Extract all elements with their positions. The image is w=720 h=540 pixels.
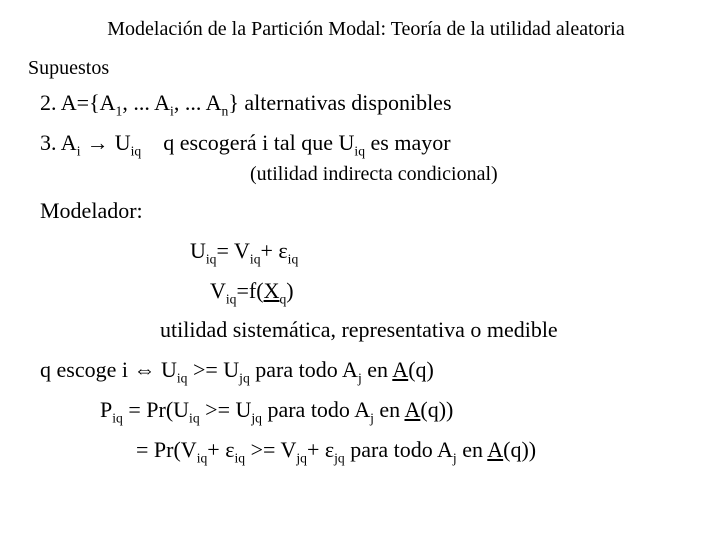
subscript: iq xyxy=(234,450,245,465)
text: para todo A xyxy=(345,437,453,462)
subscript: iq xyxy=(206,251,217,266)
text: U xyxy=(190,238,206,263)
subscript: iq xyxy=(177,371,188,386)
choice-condition: q escoge i ⇔ Uiq >= Ujq para todo Aj en … xyxy=(40,355,692,385)
subscript: iq xyxy=(197,450,208,465)
text: >= U xyxy=(187,357,239,382)
text: >= V xyxy=(245,437,296,462)
text: es mayor xyxy=(365,130,451,155)
subscript: iq xyxy=(288,251,299,266)
text: q escogerá i tal que U xyxy=(141,130,354,155)
subscript: iq xyxy=(354,143,365,158)
assumption-3: 3. Ai → Uiq q escogerá i tal que Uiq es … xyxy=(40,128,692,158)
text: (q)) xyxy=(420,397,453,422)
text: = Pr(U xyxy=(123,397,189,422)
text: , ... A xyxy=(174,90,222,115)
text: (q)) xyxy=(503,437,536,462)
subscript: jq xyxy=(251,410,262,425)
text: 2. A={A xyxy=(40,90,116,115)
equation-uiq: Uiq= Viq+ εiq xyxy=(40,236,692,266)
subscript: iq xyxy=(189,410,200,425)
text: = Pr(V xyxy=(136,437,197,462)
text: =f( xyxy=(237,278,264,303)
double-arrow-icon: ⇔ xyxy=(133,357,155,382)
arrow-icon: → xyxy=(80,130,114,155)
underlined-a: A xyxy=(392,357,408,382)
equation-viq: Viq=f(Xq) xyxy=(40,276,692,306)
text: V xyxy=(210,278,226,303)
subscript: jq xyxy=(334,450,345,465)
text: = V xyxy=(217,238,250,263)
subscript: jq xyxy=(296,450,307,465)
text: ) xyxy=(286,278,293,303)
underlined-a: A xyxy=(404,397,420,422)
slide-content: Modelación de la Partición Modal: Teoría… xyxy=(0,0,720,492)
text: } alternativas disponibles xyxy=(228,90,451,115)
subscript: iq xyxy=(112,410,123,425)
text: + ε xyxy=(261,238,288,263)
text: , ... A xyxy=(122,90,170,115)
text: en xyxy=(374,397,405,422)
subscript: iq xyxy=(250,251,261,266)
subscript: iq xyxy=(226,291,237,306)
text: 3. A xyxy=(40,130,77,155)
text: >= U xyxy=(200,397,252,422)
text: para todo A xyxy=(250,357,358,382)
subheading-supuestos: Supuestos xyxy=(28,55,692,82)
probability-line-2: = Pr(Viq+ εiq >= Vjq+ εjq para todo Aj e… xyxy=(40,435,692,465)
text: en xyxy=(457,437,488,462)
underlined-a: A xyxy=(487,437,503,462)
assumption-2: 2. A={A1, ... Ai, ... An} alternativas d… xyxy=(40,88,692,118)
text: + ε xyxy=(207,437,234,462)
text: U xyxy=(155,357,176,382)
probability-line-1: Piq = Pr(Uiq >= Ujq para todo Aj en A(q)… xyxy=(40,395,692,425)
slide-title: Modelación de la Partición Modal: Teoría… xyxy=(40,18,692,41)
subscript: iq xyxy=(131,143,142,158)
text: U xyxy=(115,130,131,155)
text: (q) xyxy=(408,357,434,382)
text: en xyxy=(362,357,393,382)
text: q escoge i xyxy=(40,357,133,382)
modelador-label: Modelador: xyxy=(40,196,692,226)
text: + ε xyxy=(307,437,334,462)
parenthetical-utility: (utilidad indirecta condicional) xyxy=(40,163,692,186)
subscript: jq xyxy=(239,371,250,386)
text: P xyxy=(100,397,112,422)
utility-description: utilidad sistemática, representativa o m… xyxy=(40,315,692,345)
text: para todo A xyxy=(262,397,370,422)
underlined-x: X xyxy=(264,278,280,303)
